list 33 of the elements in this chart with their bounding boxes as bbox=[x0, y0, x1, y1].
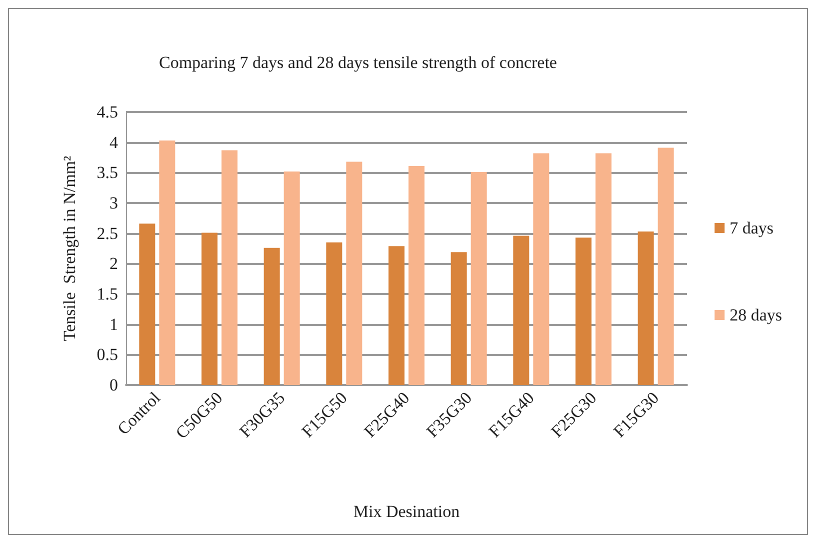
bar bbox=[450, 252, 467, 385]
bar bbox=[533, 153, 550, 385]
y-tick-label: 3 bbox=[110, 194, 118, 212]
bar bbox=[470, 172, 487, 385]
y-tick-label: 4.5 bbox=[96, 102, 118, 122]
y-tick-label: 4 bbox=[110, 132, 118, 152]
y-tick-label: 1 bbox=[110, 314, 118, 334]
bar bbox=[139, 224, 156, 385]
bar bbox=[408, 166, 424, 385]
bar bbox=[159, 140, 176, 385]
y-tick-label: 2.5 bbox=[96, 224, 118, 243]
y-tick-label: 1.5 bbox=[96, 284, 118, 304]
legend-label: 7 days bbox=[730, 218, 774, 238]
bar bbox=[596, 153, 612, 385]
bar bbox=[264, 248, 280, 385]
bar bbox=[638, 232, 654, 385]
chart-title: Comparing 7 days and 28 days tensile strength of concrete bbox=[159, 53, 557, 72]
bar bbox=[576, 238, 592, 385]
bar bbox=[346, 162, 362, 385]
y-tick-label: 0.5 bbox=[96, 345, 118, 364]
bar bbox=[326, 242, 342, 385]
legend-label: 28 days bbox=[730, 306, 782, 324]
y-tick-label: 0 bbox=[110, 376, 118, 394]
x-axis-title: Mix Desination bbox=[353, 502, 460, 521]
bar bbox=[222, 150, 238, 385]
bar bbox=[658, 148, 674, 385]
y-axis-title: Tensile Strength in N/mm² bbox=[60, 156, 79, 342]
bar bbox=[513, 236, 530, 385]
y-tick-label: 2 bbox=[110, 254, 118, 274]
bar bbox=[388, 246, 404, 385]
bar bbox=[202, 232, 218, 385]
bar bbox=[284, 171, 300, 385]
y-tick-label: 3.5 bbox=[96, 163, 118, 182]
